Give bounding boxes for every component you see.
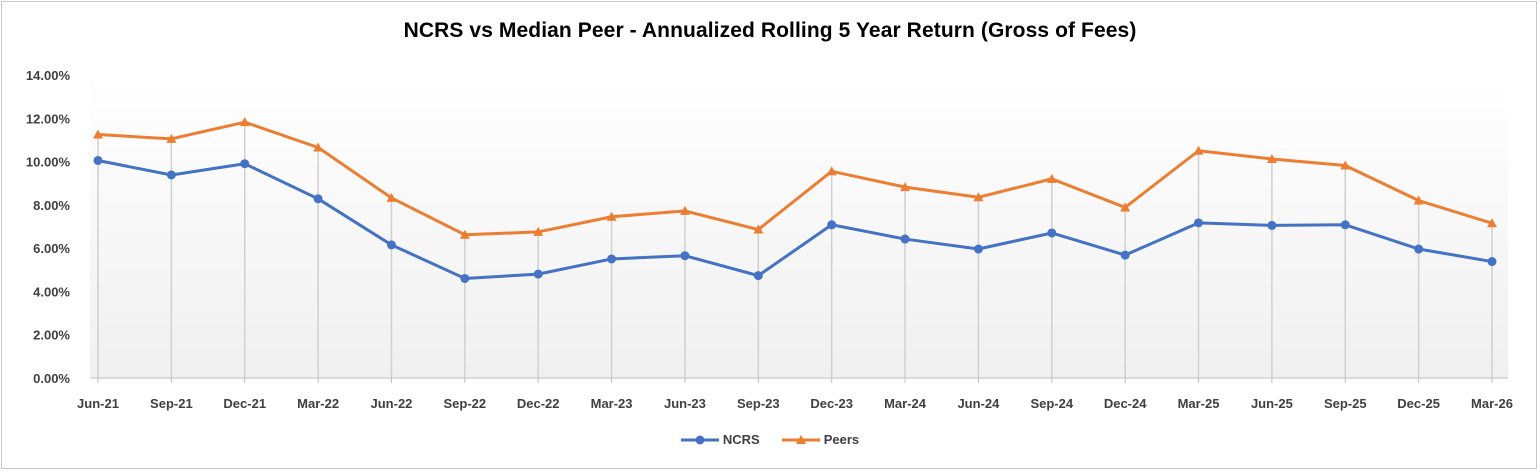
y-tick-label: 8.00%	[33, 198, 70, 213]
point-ncrs	[827, 220, 837, 230]
point-peers	[166, 133, 177, 143]
point-peers	[1340, 160, 1351, 170]
point-ncrs	[1414, 244, 1424, 254]
legend-item-peers[interactable]: Peers	[781, 432, 860, 447]
legend-label-peers: Peers	[823, 432, 860, 447]
point-peers	[533, 226, 544, 236]
x-tick-label: Mar-26	[1471, 396, 1513, 411]
point-ncrs	[607, 254, 617, 264]
x-tick-label: Jun-24	[957, 396, 1000, 411]
x-tick-label: Dec-24	[1104, 396, 1147, 411]
x-tick-label: Sep-21	[150, 396, 193, 411]
point-ncrs	[1194, 218, 1204, 228]
point-peers	[973, 192, 984, 202]
series-line-ncrs	[97, 159, 1493, 280]
point-peers	[93, 129, 103, 139]
legend-peers-swatch-icon	[781, 434, 820, 444]
y-tick-label: 10.00%	[26, 155, 71, 170]
point-ncrs	[973, 244, 983, 254]
point-ncrs	[1340, 220, 1350, 230]
point-peers	[900, 182, 911, 192]
x-tick-label: Sep-22	[444, 396, 487, 411]
point-peers	[386, 192, 397, 202]
x-tick-label: Sep-23	[737, 396, 780, 411]
point-ncrs	[386, 240, 396, 250]
point-ncrs	[1487, 257, 1497, 267]
x-tick-label: Mar-24	[884, 396, 927, 411]
y-tick-label: 4.00%	[33, 284, 70, 299]
point-peers	[1413, 195, 1424, 205]
point-ncrs	[533, 269, 543, 279]
x-tick-label: Jun-21	[77, 396, 119, 411]
legend-ncrs-swatch-icon	[680, 435, 719, 444]
point-ncrs	[313, 194, 323, 204]
point-peers	[313, 142, 324, 152]
x-tick-label: Sep-25	[1324, 396, 1367, 411]
legend: NCRS Peers	[0, 432, 1540, 447]
point-ncrs	[240, 159, 250, 169]
chart-title: NCRS vs Median Peer - Annualized Rolling…	[403, 19, 1137, 42]
point-ncrs	[93, 155, 103, 165]
point-peers	[1193, 145, 1204, 155]
legend-item-ncrs[interactable]: NCRS	[680, 432, 760, 447]
point-peers	[753, 224, 764, 234]
point-peers	[1120, 202, 1131, 212]
x-tick-label: Jun-22	[371, 396, 413, 411]
point-ncrs	[1120, 250, 1130, 260]
x-tick-label: Dec-21	[223, 396, 266, 411]
y-tick-label: 0.00%	[33, 371, 70, 386]
point-peers	[459, 229, 470, 239]
x-tick-label: Mar-23	[591, 396, 633, 411]
point-ncrs	[1047, 228, 1057, 238]
y-tick-label: 12.00%	[26, 111, 71, 126]
point-ncrs	[753, 271, 763, 281]
point-ncrs	[680, 251, 690, 261]
x-tick-label: Dec-22	[517, 396, 560, 411]
point-peers	[826, 166, 837, 176]
point-ncrs	[900, 234, 910, 244]
x-tick-label: Mar-22	[297, 396, 339, 411]
x-tick-label: Jun-25	[1251, 396, 1293, 411]
x-tick-label: Mar-25	[1178, 396, 1220, 411]
series-line-peers	[97, 120, 1493, 237]
point-peers	[1266, 153, 1277, 163]
point-peers	[239, 117, 250, 127]
point-peers	[606, 211, 617, 221]
x-tick-label: Dec-23	[810, 396, 853, 411]
point-ncrs	[460, 273, 470, 283]
y-tick-label: 2.00%	[33, 328, 70, 343]
legend-label-ncrs: NCRS	[722, 432, 760, 447]
point-peers	[1487, 218, 1497, 228]
point-peers	[679, 205, 690, 215]
x-tick-label: Dec-25	[1397, 396, 1440, 411]
x-tick-label: Sep-24	[1030, 396, 1073, 411]
y-tick-label: 6.00%	[33, 241, 70, 256]
x-axis-ticks: Jun-21 Sep-21 Dec-21 Mar-22 Jun-22 Sep-22 Dec-…	[77, 378, 1513, 411]
series-layer	[93, 117, 1497, 283]
y-tick-label: 14.00%	[26, 68, 71, 83]
point-ncrs	[166, 170, 176, 180]
y-axis-ticks: 0.00% 2.00% 4.00% 6.00% 8.00% 10.00% 12.00% 14.…	[26, 68, 71, 386]
point-ncrs	[1267, 220, 1277, 230]
x-tick-label: Jun-23	[664, 396, 706, 411]
point-peers	[1046, 173, 1057, 183]
